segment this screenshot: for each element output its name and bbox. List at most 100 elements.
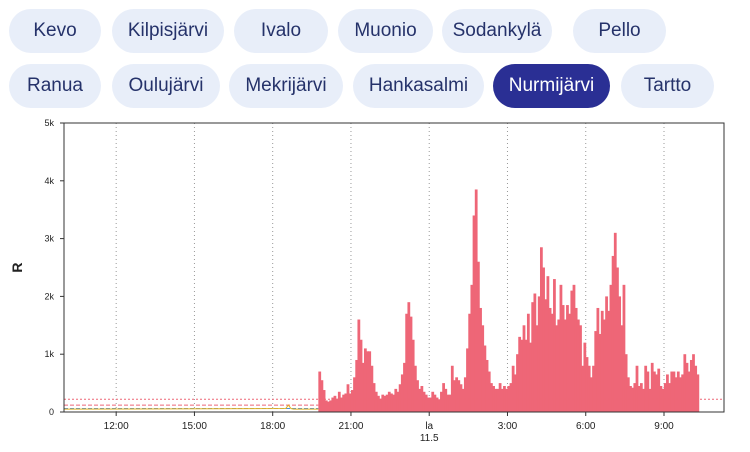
- x-tick-label: 3:00: [498, 421, 518, 432]
- y-axis-label: R: [9, 262, 25, 272]
- bar: [689, 359, 693, 412]
- station-tab[interactable]: Tartto: [621, 64, 714, 108]
- bar: [468, 313, 472, 412]
- x-tick-sublabel: 11.5: [420, 433, 439, 444]
- bar: [594, 331, 598, 412]
- bar: [416, 380, 419, 412]
- bar: [596, 307, 600, 412]
- bar: [581, 365, 585, 412]
- bar: [572, 284, 576, 412]
- bar: [676, 371, 680, 412]
- bar: [611, 255, 615, 412]
- x-tick-label: la: [425, 421, 433, 432]
- station-tab[interactable]: Ranua: [9, 64, 101, 108]
- bar: [666, 374, 669, 412]
- bar: [616, 267, 619, 412]
- bar: [500, 388, 504, 412]
- bar: [687, 371, 691, 412]
- bar: [461, 388, 465, 412]
- bar: [629, 385, 632, 412]
- bar: [450, 365, 454, 412]
- x-tick-label: 6:00: [576, 421, 596, 432]
- bar: [329, 400, 332, 412]
- bar: [668, 383, 671, 412]
- plot-frame: [63, 122, 725, 413]
- station-tab[interactable]: Pello: [573, 9, 666, 53]
- bar: [670, 371, 674, 412]
- bar: [603, 319, 606, 412]
- bar: [583, 342, 587, 412]
- bar: [331, 397, 335, 412]
- bar: [487, 371, 491, 412]
- bar: [626, 377, 630, 412]
- station-tab[interactable]: Hankasalmi: [353, 64, 484, 108]
- y-tick-label: 4k: [44, 176, 54, 186]
- bar: [646, 371, 650, 412]
- bar: [633, 383, 637, 412]
- bar: [531, 302, 535, 412]
- bar: [579, 325, 582, 412]
- bar: [481, 325, 485, 412]
- bar: [505, 388, 509, 412]
- station-tab[interactable]: Oulujärvi: [112, 64, 220, 108]
- bar: [585, 357, 589, 412]
- bar: [370, 365, 374, 412]
- bar: [570, 290, 574, 412]
- bar: [683, 354, 687, 412]
- bar: [418, 388, 422, 412]
- bar: [413, 365, 417, 412]
- bar: [322, 390, 326, 412]
- bar: [422, 391, 426, 412]
- bar: [696, 374, 700, 412]
- station-tab[interactable]: Ivalo: [234, 9, 328, 53]
- bar: [485, 359, 489, 412]
- bar: [620, 325, 624, 412]
- station-tab[interactable]: Kevo: [9, 9, 101, 53]
- bar: [359, 339, 363, 412]
- bar: [353, 377, 356, 412]
- bar: [476, 261, 480, 412]
- station-tab[interactable]: Muonio: [338, 9, 433, 53]
- bar: [344, 393, 348, 412]
- bar: [624, 354, 628, 412]
- station-tab[interactable]: Kilpisjärvi: [112, 9, 224, 53]
- bar: [403, 362, 406, 412]
- bar: [429, 397, 432, 412]
- bar: [435, 397, 439, 412]
- bar: [320, 380, 324, 412]
- bar: [657, 368, 661, 412]
- bar: [644, 365, 648, 412]
- bar: [635, 365, 639, 412]
- bar: [605, 296, 608, 412]
- bar: [574, 307, 578, 412]
- bar: [494, 388, 498, 412]
- bar: [472, 215, 476, 412]
- bar: [637, 385, 641, 412]
- bar: [424, 394, 428, 412]
- bar: [548, 307, 552, 412]
- bar: [405, 313, 409, 412]
- bar: [652, 371, 656, 412]
- bar: [568, 313, 572, 412]
- bar: [411, 339, 415, 412]
- bar: [363, 348, 367, 412]
- bar: [427, 397, 430, 412]
- bar: [498, 383, 502, 412]
- bar: [622, 284, 626, 412]
- bar: [537, 296, 541, 412]
- bar: [444, 388, 448, 412]
- station-tab[interactable]: Nurmijärvi: [493, 64, 610, 108]
- bar: [398, 384, 402, 412]
- bar: [509, 383, 513, 412]
- bar: [607, 310, 611, 412]
- bar: [453, 380, 456, 412]
- bar: [448, 394, 452, 412]
- station-tab[interactable]: Mekrijärvi: [229, 64, 343, 108]
- bar: [383, 395, 387, 412]
- bar: [609, 284, 613, 412]
- bar: [335, 398, 339, 412]
- station-tab[interactable]: Sodankylä: [442, 9, 552, 53]
- bar: [350, 390, 354, 412]
- bar: [613, 232, 617, 412]
- bar: [470, 284, 474, 412]
